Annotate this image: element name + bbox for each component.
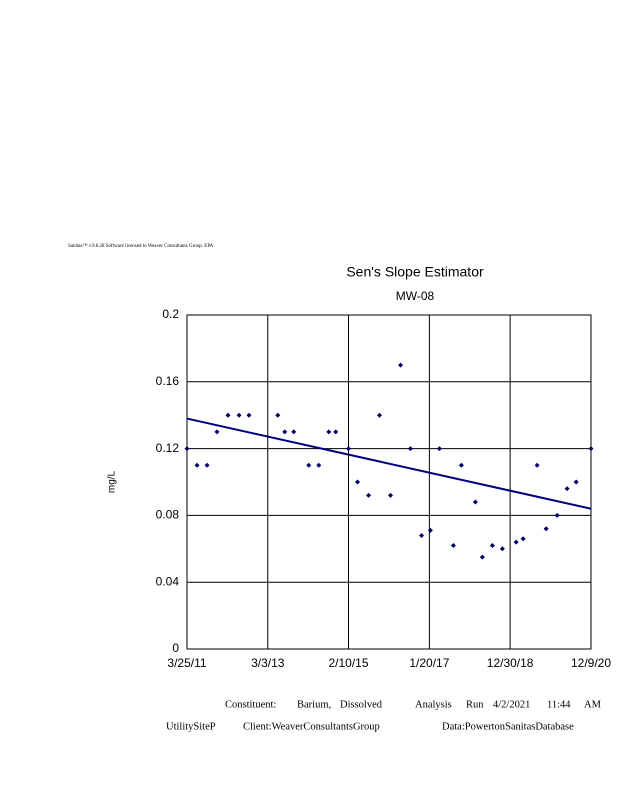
point: [458, 462, 464, 468]
point: [513, 539, 519, 545]
point: [427, 527, 433, 533]
point: [388, 492, 394, 498]
point: [316, 462, 322, 468]
footer-text: Barium,: [297, 699, 331, 710]
point: [564, 486, 570, 492]
footer-text: Client:WeaverConsultantsGroup: [243, 721, 380, 732]
y-tick-label: 0.08: [156, 508, 180, 522]
footer-text: Run: [466, 699, 484, 710]
point: [543, 526, 549, 532]
x-tick-label: 12/30/18: [487, 656, 534, 670]
point: [436, 446, 442, 452]
y-tick-label: 0.16: [156, 374, 180, 388]
point: [306, 462, 312, 468]
footer-text: Data:PowertonSanitasDatabase: [442, 721, 574, 732]
footer-text: 11:44: [547, 699, 571, 710]
x-tick-label: 3/25/11: [167, 656, 206, 670]
footer-text: 4/2/2021: [493, 699, 530, 710]
point: [184, 446, 190, 452]
point: [366, 492, 372, 498]
point: [246, 412, 252, 418]
footer-text: AM: [584, 699, 602, 710]
x-tick-label: 1/20/17: [409, 656, 449, 670]
point: [520, 536, 526, 542]
y-axis-label: mg/L: [107, 470, 118, 493]
footer-text: UtilitySiteP: [166, 721, 216, 732]
x-tick-label: 2/10/15: [328, 656, 368, 670]
point: [333, 429, 339, 435]
chart-title: Sen's Slope Estimator: [346, 264, 484, 280]
point: [534, 462, 540, 468]
trend-line: [186, 417, 592, 510]
plot-frame: [186, 314, 592, 650]
y-tick-label: 0.12: [156, 441, 180, 455]
footer-text: Analysis: [415, 699, 452, 710]
point: [236, 412, 242, 418]
y-tick-label: 0.2: [162, 307, 179, 321]
point: [214, 429, 220, 435]
point: [291, 429, 297, 435]
point: [204, 462, 210, 468]
footer-text: Constituent:: [225, 699, 276, 710]
footer-text: Dissolved: [340, 699, 383, 710]
point: [499, 546, 505, 552]
point: [554, 512, 560, 518]
point: [398, 362, 404, 368]
point: [489, 542, 495, 548]
x-tick-label: 3/3/13: [251, 656, 285, 670]
point: [346, 446, 352, 452]
point: [355, 479, 361, 485]
point: [407, 446, 413, 452]
point: [472, 499, 478, 505]
point: [573, 479, 579, 485]
x-tick-label: 12/9/20: [571, 656, 611, 670]
point: [275, 412, 281, 418]
chart-subtitle: MW-08: [396, 289, 435, 303]
point: [479, 554, 485, 560]
point: [450, 542, 456, 548]
point: [419, 532, 425, 538]
y-tick-label: 0: [172, 641, 179, 655]
point: [326, 429, 332, 435]
point: [588, 446, 594, 452]
point: [376, 412, 382, 418]
point: [194, 462, 200, 468]
point: [282, 429, 288, 435]
y-tick-label: 0.04: [156, 574, 180, 588]
header: Sanitas™ v.9.6.28 Software licensed to W…: [68, 243, 214, 249]
point: [225, 412, 231, 418]
